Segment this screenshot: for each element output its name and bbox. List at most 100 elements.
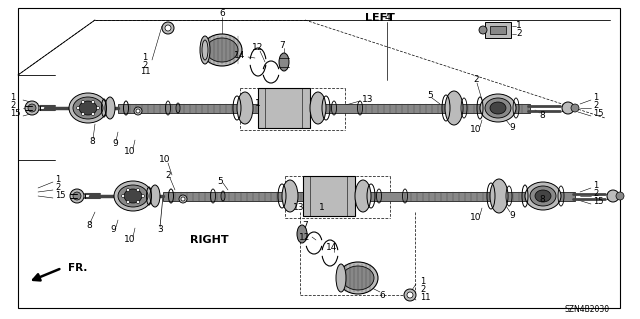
Text: 8: 8 [86,221,92,231]
Text: 15: 15 [593,197,604,206]
Ellipse shape [297,225,307,243]
Text: 5: 5 [217,177,223,187]
Text: 12: 12 [299,233,310,241]
Circle shape [77,107,79,109]
Ellipse shape [114,181,152,211]
Circle shape [122,195,125,197]
Text: 9: 9 [509,123,515,132]
Text: 6: 6 [379,291,385,300]
Ellipse shape [490,179,508,213]
Bar [258,88,310,128]
Ellipse shape [336,264,346,292]
Text: 1: 1 [420,278,425,286]
Text: 2: 2 [516,28,522,38]
Text: 8: 8 [539,196,545,204]
Text: 15: 15 [10,109,20,118]
Text: 10: 10 [470,125,482,135]
Text: 12: 12 [252,43,264,53]
Text: 1: 1 [516,20,522,29]
Circle shape [141,195,145,197]
Text: 1: 1 [10,93,15,102]
Text: 9: 9 [509,211,515,219]
Polygon shape [18,8,620,308]
Ellipse shape [338,262,378,294]
Circle shape [165,25,171,31]
Text: 2: 2 [142,61,148,70]
Text: 8: 8 [539,110,545,120]
Text: 13: 13 [362,94,374,103]
Circle shape [136,201,140,204]
Ellipse shape [485,98,511,118]
Circle shape [562,102,574,114]
Text: 2: 2 [593,101,598,110]
Ellipse shape [445,91,463,125]
Ellipse shape [342,266,374,290]
Text: LEFT: LEFT [365,13,395,23]
Text: 14: 14 [326,243,338,253]
Text: 2: 2 [473,76,479,85]
Ellipse shape [79,101,97,115]
Bar [490,26,506,34]
Circle shape [136,189,140,191]
Circle shape [81,113,84,115]
Text: 2: 2 [55,183,60,192]
Ellipse shape [279,53,289,71]
Ellipse shape [69,93,107,123]
Bar [485,22,511,38]
Text: FR.: FR. [68,263,88,273]
Text: 8: 8 [89,137,95,146]
Text: 1: 1 [319,203,325,211]
Circle shape [181,197,185,201]
Circle shape [134,107,142,115]
Circle shape [179,195,187,203]
Ellipse shape [124,189,142,203]
Text: 6: 6 [219,10,225,19]
Circle shape [97,107,99,109]
Text: 7: 7 [279,41,285,49]
Text: 4: 4 [385,13,391,23]
Text: 7: 7 [302,220,308,229]
Circle shape [92,100,95,103]
Ellipse shape [105,97,115,119]
Circle shape [28,104,36,112]
Text: 1: 1 [55,175,60,184]
Text: 10: 10 [470,213,482,222]
Polygon shape [163,192,575,201]
Text: 9: 9 [110,226,116,234]
Ellipse shape [490,102,506,114]
Ellipse shape [525,182,561,210]
Ellipse shape [150,185,160,207]
Ellipse shape [530,186,556,206]
Text: 11: 11 [140,68,150,77]
Circle shape [127,189,129,191]
Ellipse shape [480,94,516,122]
Ellipse shape [310,92,326,124]
Circle shape [407,292,413,298]
Text: 3: 3 [157,226,163,234]
Circle shape [404,289,416,301]
Circle shape [73,192,81,200]
Text: 10: 10 [124,235,136,244]
Text: 2: 2 [10,101,15,110]
Text: 13: 13 [292,203,304,211]
Text: 15: 15 [593,109,604,118]
Circle shape [127,201,129,204]
Bar [303,176,355,216]
Ellipse shape [282,180,298,212]
Circle shape [607,190,619,202]
Ellipse shape [73,97,103,119]
Text: 1: 1 [593,182,598,190]
Text: 15: 15 [55,191,65,201]
Text: 1: 1 [255,99,261,108]
Ellipse shape [535,190,551,202]
Polygon shape [118,104,530,113]
Circle shape [136,109,140,113]
Circle shape [162,22,174,34]
Ellipse shape [200,36,210,64]
Ellipse shape [118,185,148,207]
Text: 1: 1 [142,54,148,63]
Text: 2: 2 [593,189,598,198]
Text: 14: 14 [234,50,245,60]
Circle shape [92,113,95,115]
Text: 9: 9 [112,139,118,149]
